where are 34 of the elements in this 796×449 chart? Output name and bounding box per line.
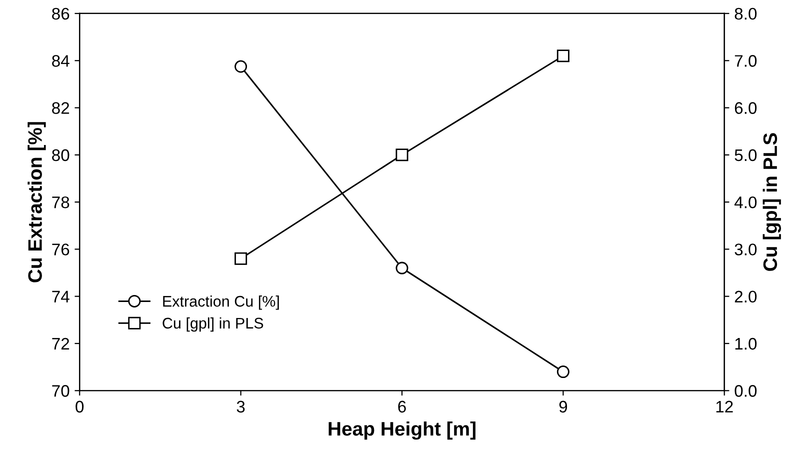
y2-tick-label: 0.0 [734, 385, 757, 397]
point [396, 262, 408, 274]
y-tick-label: 76 [52, 244, 70, 256]
point [234, 60, 248, 73]
y-tick-label: 86 [52, 8, 70, 20]
y2-tick-label: 6.0 [734, 102, 757, 114]
y-axis-title: Cu Extraction [%] [28, 122, 46, 282]
y2-tick-label: 3.0 [734, 244, 757, 256]
y-tick-label: 82 [52, 102, 70, 114]
y2-tick-label: 8.0 [734, 8, 757, 20]
y-tick-label: 78 [52, 196, 70, 208]
y2-tick-label: 2.0 [734, 290, 757, 303]
y-tick-label: 80 [52, 149, 70, 162]
y2-tick-label: 7.0 [734, 55, 757, 67]
y-tick-label: 72 [52, 338, 70, 350]
legend-label: Extraction Cu [%] [163, 296, 279, 310]
x-tick-label: 3 [236, 400, 245, 413]
x-axis-title: Heap Height [m] [328, 421, 476, 440]
x-tick-label: 0 [76, 400, 84, 413]
point [396, 148, 408, 162]
y-tick-label: 84 [52, 55, 70, 67]
x-tick-label: 6 [398, 400, 406, 413]
legend-label: Cu [gpl] in PLS [162, 317, 264, 332]
point [556, 366, 570, 378]
x-tick-label: 12 [716, 400, 733, 412]
y2-tick-label: 5.0 [734, 149, 757, 162]
y2-axis-title: Cu [gpl] in PLS [762, 133, 782, 271]
y-tick-label: 70 [52, 385, 70, 397]
y-tick-label: 74 [52, 290, 70, 302]
y2-tick-label: 1.0 [735, 338, 757, 350]
point [556, 50, 570, 62]
y2-tick-label: 4.0 [734, 196, 757, 208]
point [234, 252, 248, 265]
x-tick-label: 9 [559, 400, 568, 413]
